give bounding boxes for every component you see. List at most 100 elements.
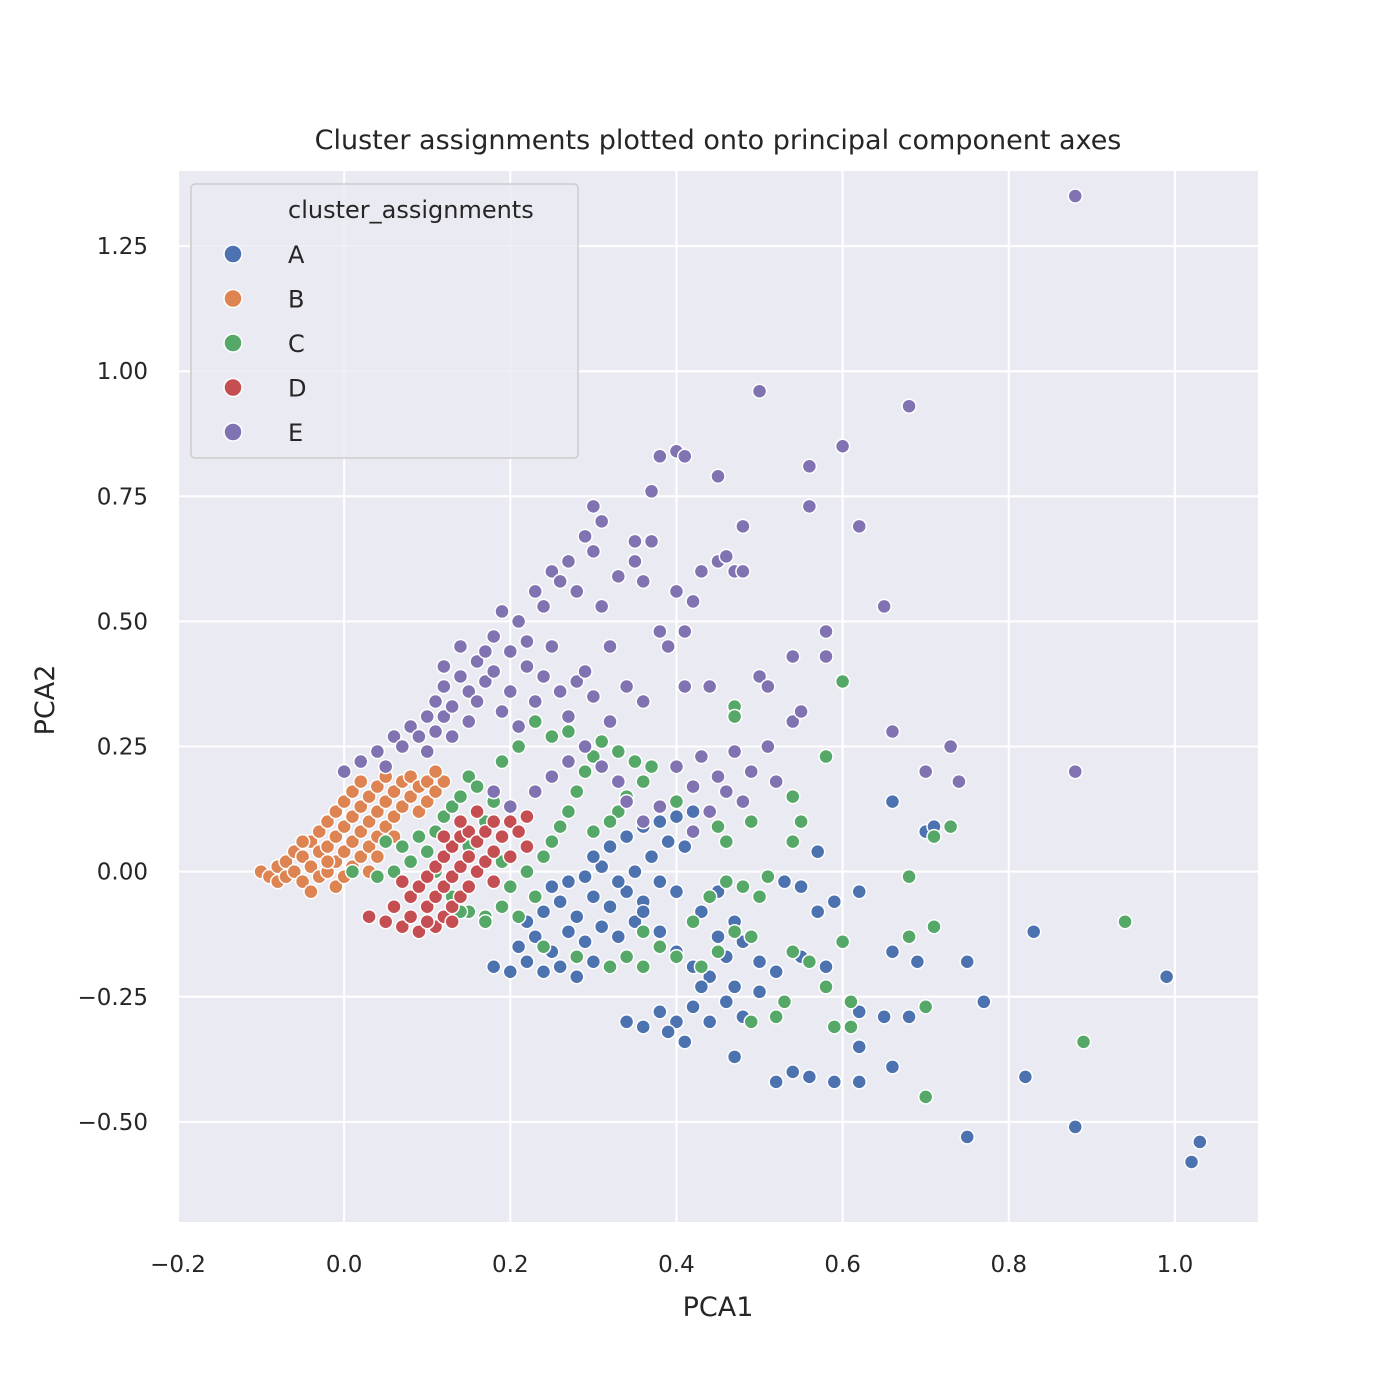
data-point — [402, 788, 419, 805]
series-D — [361, 803, 535, 940]
data-point — [618, 793, 635, 810]
data-point — [627, 863, 643, 880]
y-axis-ticks: −0.50 −0.25 0.00 0.25 0.50 0.75 1.00 1.25 — [78, 234, 148, 1136]
data-point — [361, 908, 377, 925]
data-point — [602, 713, 618, 730]
data-point — [652, 448, 668, 465]
data-point — [419, 868, 435, 885]
data-point — [502, 848, 519, 865]
data-point — [618, 883, 635, 900]
data-point — [436, 828, 452, 845]
data-point — [602, 838, 618, 855]
data-point — [1067, 188, 1083, 204]
data-point — [560, 923, 577, 940]
data-point — [602, 898, 618, 915]
data-point — [585, 848, 602, 865]
data-point — [552, 573, 568, 590]
data-point — [668, 808, 685, 825]
data-point — [419, 743, 435, 760]
data-point — [884, 1059, 901, 1075]
data-point — [851, 518, 867, 535]
data-point — [386, 898, 402, 915]
data-point — [544, 638, 560, 655]
data-point — [394, 838, 411, 855]
data-point — [1017, 1069, 1034, 1085]
data-point — [1192, 1134, 1208, 1150]
data-point — [726, 743, 743, 760]
data-point — [735, 878, 751, 895]
data-point — [959, 954, 975, 970]
data-point — [710, 818, 726, 835]
data-point — [560, 753, 577, 770]
data-point — [610, 928, 627, 945]
data-point — [552, 683, 568, 700]
data-point — [718, 994, 735, 1010]
data-point — [502, 964, 519, 980]
data-point — [560, 553, 577, 570]
data-point — [411, 878, 427, 895]
legend-marker — [223, 422, 243, 442]
data-point — [751, 668, 768, 685]
data-point — [485, 663, 502, 680]
data-point — [319, 838, 336, 855]
data-point — [718, 833, 735, 850]
data-point — [494, 828, 510, 845]
data-point — [701, 678, 718, 695]
data-point — [452, 888, 469, 905]
data-point — [618, 828, 635, 845]
data-point — [444, 728, 460, 745]
data-point — [668, 758, 685, 775]
data-point — [402, 853, 419, 870]
data-point — [569, 673, 585, 690]
data-point — [560, 873, 577, 890]
data-point — [685, 593, 701, 610]
x-tick-label: −0.2 — [150, 1252, 206, 1278]
data-point — [535, 964, 552, 980]
data-point — [452, 858, 469, 875]
data-point — [519, 863, 535, 880]
data-point — [602, 813, 618, 830]
data-point — [369, 868, 386, 885]
data-point — [610, 568, 627, 585]
data-point — [785, 833, 801, 850]
data-point — [402, 768, 419, 785]
data-point — [942, 738, 959, 755]
data-point — [419, 843, 435, 860]
data-point — [760, 738, 776, 755]
data-point — [386, 808, 402, 825]
data-point — [718, 783, 735, 800]
data-point — [627, 533, 643, 550]
data-point — [427, 723, 444, 740]
data-point — [793, 703, 809, 720]
data-point — [743, 763, 759, 780]
y-tick-label: 0.50 — [97, 609, 148, 635]
data-point — [843, 994, 859, 1010]
data-point — [519, 954, 535, 970]
data-point — [336, 843, 352, 860]
data-point — [569, 583, 585, 600]
data-point — [402, 888, 419, 905]
data-point — [743, 1014, 759, 1030]
data-point — [361, 813, 377, 830]
data-point — [793, 878, 809, 895]
data-point — [436, 773, 452, 790]
data-point — [444, 798, 460, 815]
data-point — [510, 718, 527, 735]
data-point — [743, 813, 759, 830]
legend-label: D — [288, 375, 306, 403]
data-point — [917, 763, 934, 780]
chart-title: Cluster assignments plotted onto princip… — [315, 125, 1122, 156]
data-point — [394, 918, 411, 935]
data-point — [377, 758, 394, 775]
data-point — [411, 828, 427, 845]
data-point — [328, 803, 344, 820]
data-point — [544, 768, 560, 785]
data-point — [726, 923, 743, 940]
data-point — [485, 843, 502, 860]
data-point — [685, 778, 701, 795]
data-point — [519, 633, 535, 650]
legend-label: B — [288, 286, 304, 314]
data-point — [876, 598, 892, 615]
